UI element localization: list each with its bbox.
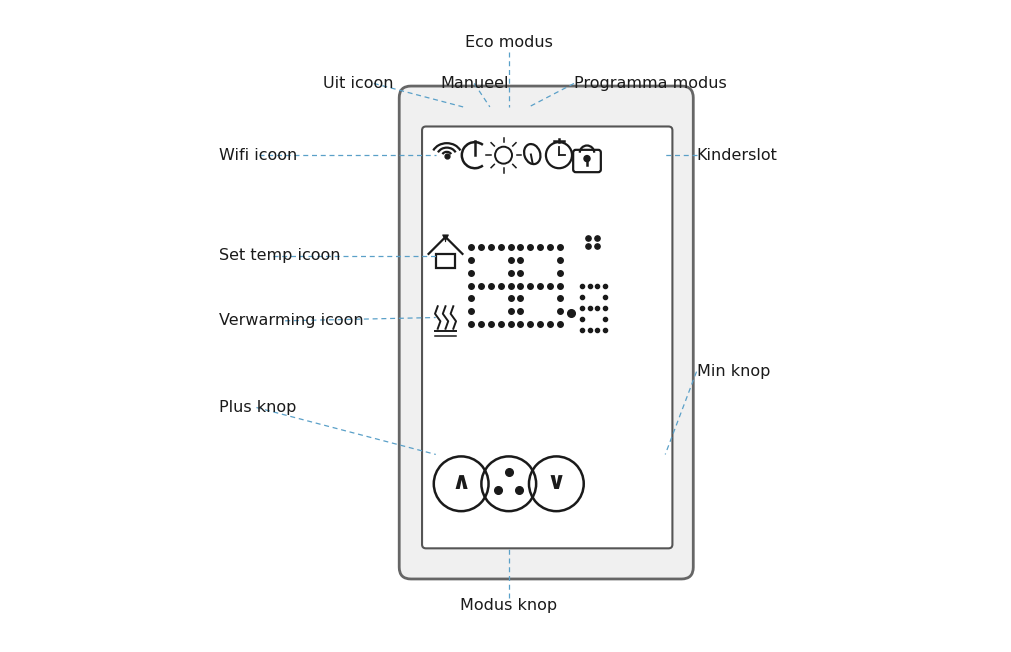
FancyBboxPatch shape: [436, 254, 455, 269]
Text: Min knop: Min knop: [697, 364, 770, 379]
Text: Modus knop: Modus knop: [460, 597, 557, 613]
Text: ∧: ∧: [452, 470, 471, 494]
Text: Set temp icoon: Set temp icoon: [218, 248, 340, 263]
Text: ∨: ∨: [547, 470, 566, 494]
Text: Uit icoon: Uit icoon: [323, 76, 393, 91]
FancyBboxPatch shape: [399, 86, 694, 579]
Text: Eco modus: Eco modus: [465, 35, 553, 50]
Text: Wifi icoon: Wifi icoon: [218, 147, 297, 163]
Text: Plus knop: Plus knop: [218, 400, 296, 415]
Circle shape: [584, 156, 590, 162]
FancyBboxPatch shape: [573, 150, 601, 172]
Text: Kinderslot: Kinderslot: [697, 147, 777, 163]
Text: Verwarming icoon: Verwarming icoon: [218, 313, 363, 329]
FancyBboxPatch shape: [422, 126, 672, 548]
Text: Programma modus: Programma modus: [574, 76, 727, 91]
Text: Manueel: Manueel: [440, 76, 509, 91]
